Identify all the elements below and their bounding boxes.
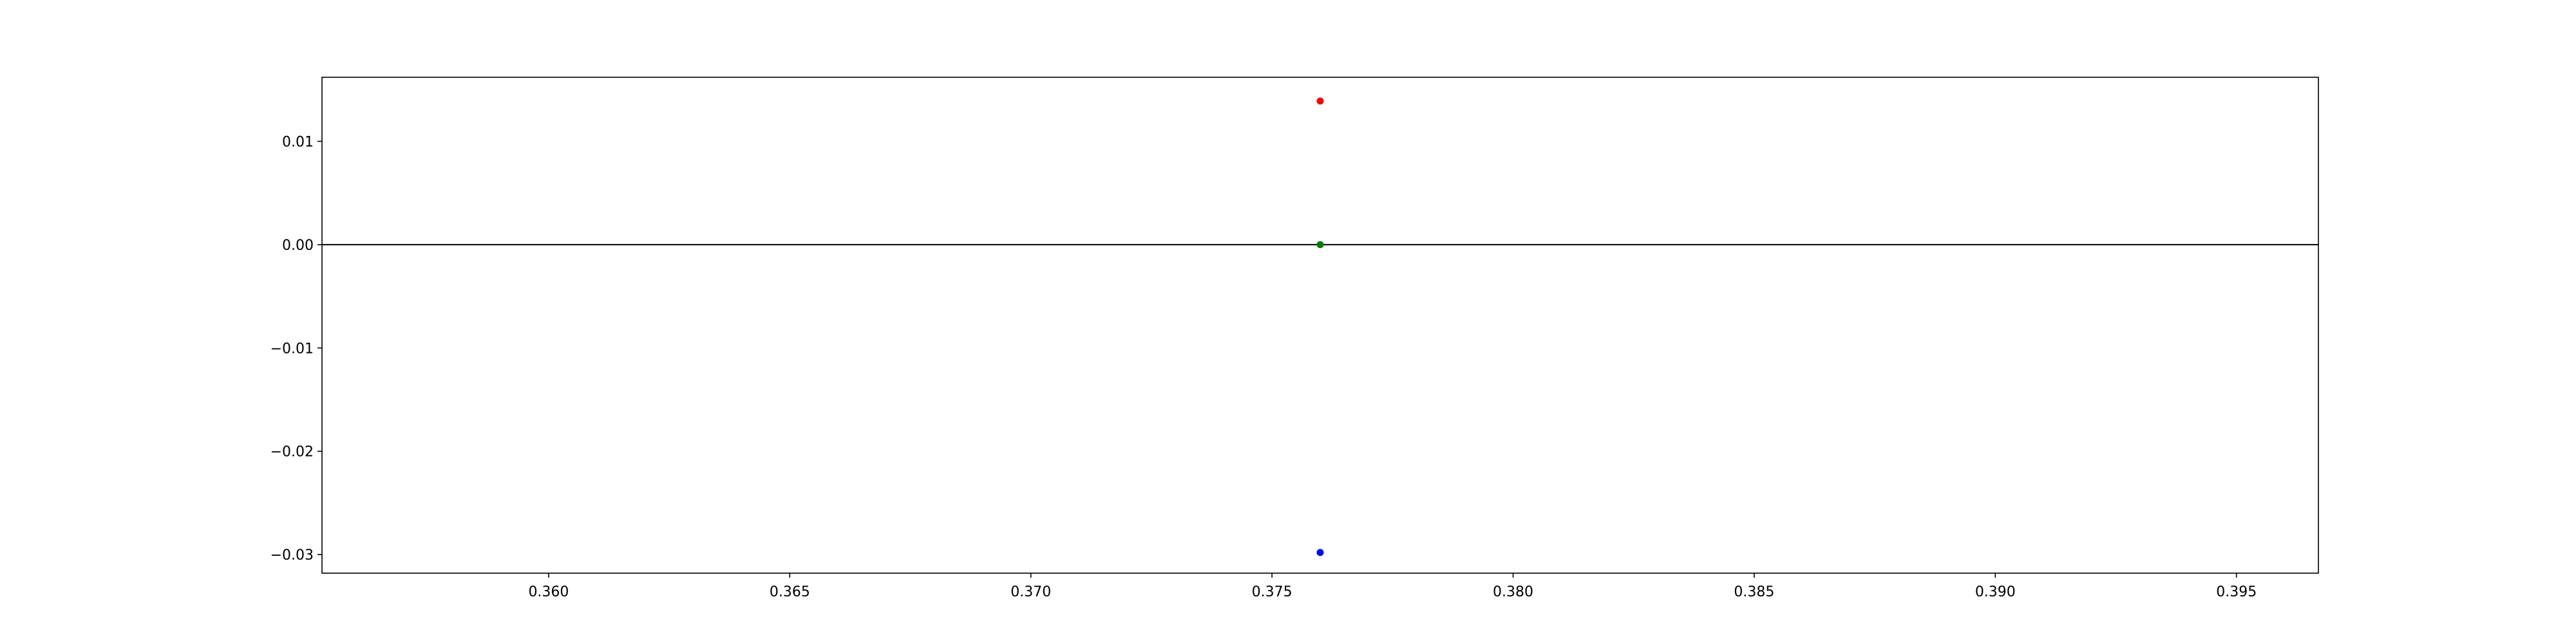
y-tick-label: −0.02 [270, 444, 314, 460]
plot-area [322, 77, 2318, 573]
x-tick-label: 0.390 [1975, 584, 2016, 600]
plot-frame [321, 77, 2319, 574]
data-point-2 [1316, 549, 1324, 556]
x-tick-label: 0.385 [1734, 584, 1774, 600]
y-axis: 0.01 0.00 −0.01 −0.02 −0.03 [270, 134, 322, 564]
x-tick-label: 0.380 [1493, 584, 1533, 600]
x-axis: 0.360 0.365 0.370 0.375 0.380 0.385 0.390 0.395 [528, 573, 2257, 600]
y-tick-label: −0.03 [270, 547, 314, 564]
y-tick-label: 0.00 [282, 238, 314, 254]
points-layer [1316, 97, 1324, 556]
x-tick-label: 0.375 [1252, 584, 1293, 600]
data-point-0 [1316, 97, 1324, 105]
data-point-1 [1316, 241, 1324, 249]
y-tick-label: −0.01 [270, 341, 314, 357]
x-tick-label: 0.395 [2216, 584, 2257, 600]
y-tick-label: 0.01 [282, 134, 314, 150]
x-tick-label: 0.365 [770, 584, 810, 600]
x-tick-label: 0.370 [1010, 584, 1051, 600]
x-tick-label: 0.360 [528, 584, 569, 600]
